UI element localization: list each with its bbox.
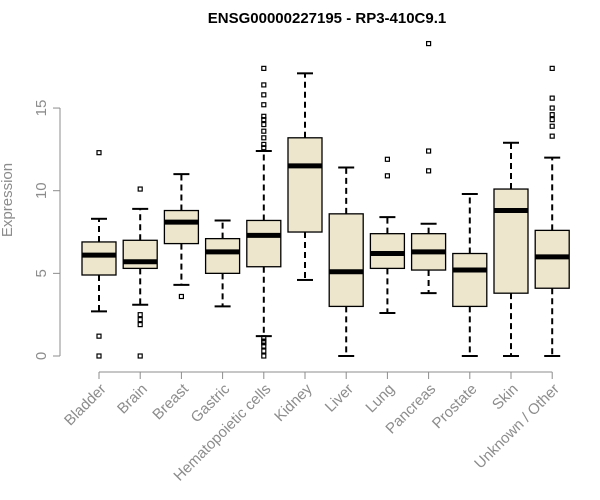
outlier-point <box>178 293 184 300</box>
outlier-point <box>261 102 267 108</box>
outlier-point <box>549 105 555 111</box>
outlier-point <box>261 128 267 134</box>
x-tick-label: Breast <box>149 380 192 423</box>
box-group-kidney <box>287 72 323 281</box>
box <box>81 241 117 276</box>
box-group-skin <box>493 141 529 357</box>
outlier-point <box>261 141 267 148</box>
y-tick-label: 5 <box>33 269 50 277</box>
outlier-point <box>96 353 102 359</box>
outlier-point <box>137 312 143 318</box>
outlier-point <box>549 65 555 71</box>
box-group-unknown-other <box>534 65 570 357</box>
outlier-point <box>549 133 555 139</box>
x-tick-label: Prostate <box>429 381 481 433</box>
box-group-breast <box>163 173 200 300</box>
box-group-hematopoietic-cells <box>246 65 282 359</box>
box-group-lung <box>369 156 406 315</box>
x-tick-label: Lung <box>362 381 398 417</box>
box <box>246 219 282 268</box>
outlier-point <box>261 113 267 119</box>
y-axis-label: Expression <box>0 163 16 237</box>
outlier-point <box>549 112 555 118</box>
outlier-point <box>261 343 267 349</box>
x-tick-label: Brain <box>114 381 151 418</box>
box <box>163 209 200 245</box>
box-group-pancreas <box>410 40 447 295</box>
outlier-point <box>384 173 390 179</box>
axes: 0 5 10 15 <box>33 100 553 379</box>
outlier-point <box>549 95 555 101</box>
outlier-point <box>261 335 267 341</box>
outlier-point <box>261 145 267 151</box>
outlier-point <box>137 353 143 359</box>
y-tick-label: 10 <box>33 182 50 199</box>
outlier-point <box>96 150 102 156</box>
box <box>493 188 529 294</box>
box <box>204 237 241 274</box>
box-group-liver <box>328 166 364 357</box>
outlier-point <box>261 135 267 141</box>
box-group-bladder <box>81 150 117 359</box>
box <box>287 137 323 233</box>
outlier-point <box>261 338 267 344</box>
y-tick-label: 15 <box>33 100 50 117</box>
x-tick-label: Kidney <box>271 380 316 425</box>
outlier-point <box>261 117 267 123</box>
outlier-point <box>549 117 555 123</box>
y-tick-label: 0 <box>33 352 50 360</box>
outlier-point <box>261 348 267 354</box>
box-group-brain <box>122 186 158 359</box>
x-tick-label: Bladder <box>61 381 110 430</box>
box <box>328 213 364 308</box>
outlier-point <box>426 40 432 47</box>
outlier-point <box>261 82 267 88</box>
boxes <box>81 40 570 359</box>
box <box>452 252 488 308</box>
outlier-point <box>426 148 432 154</box>
x-tick-label: Liver <box>322 381 357 416</box>
outlier-point <box>137 321 143 328</box>
outlier-point <box>384 156 390 162</box>
x-tick-label: Skin <box>489 381 522 414</box>
outlier-point <box>426 168 432 174</box>
outlier-point <box>96 333 102 339</box>
outlier-point <box>261 65 267 71</box>
outlier-point <box>137 186 143 192</box>
outlier-point <box>137 317 143 323</box>
outlier-point <box>261 121 267 128</box>
outlier-point <box>549 123 555 129</box>
chart-title: ENSG00000227195 - RP3-410C9.1 <box>208 10 447 27</box>
outlier-point <box>261 353 267 359</box>
box-group-gastric <box>204 219 241 308</box>
outlier-point <box>261 92 267 98</box>
box-group-prostate <box>452 193 488 357</box>
